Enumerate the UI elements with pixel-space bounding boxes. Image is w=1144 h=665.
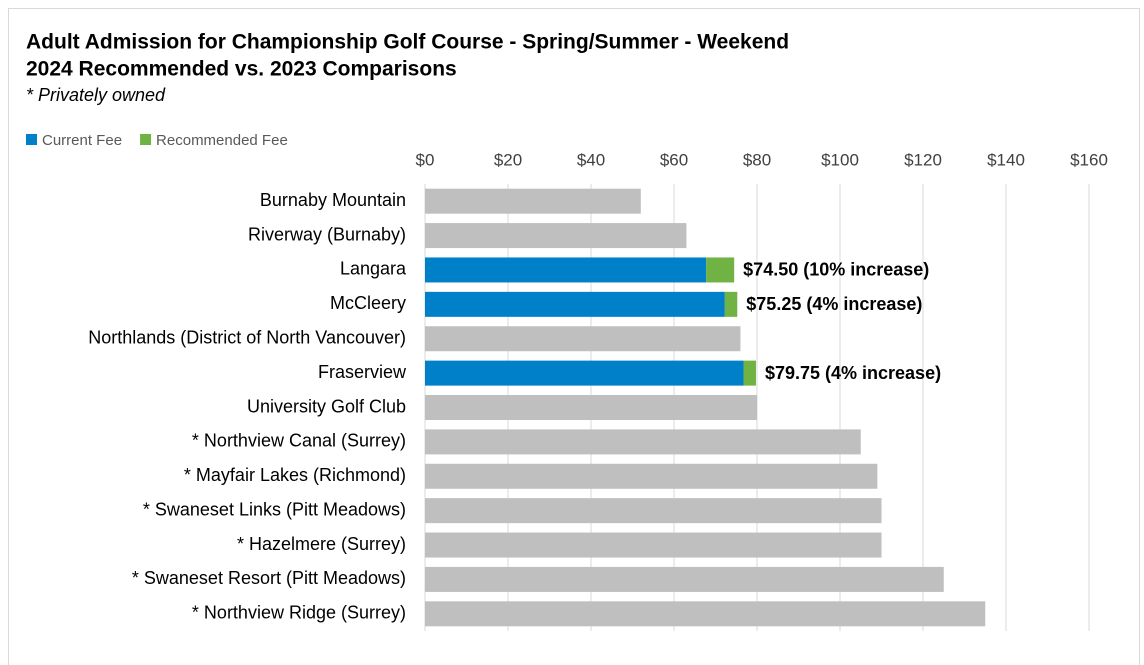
x-tick-label: $80 <box>743 150 771 169</box>
note: * Privately owned <box>26 85 166 105</box>
bar-segment <box>425 326 741 352</box>
y-tick-label: Northlands (District of North Vancouver) <box>88 327 406 347</box>
frame <box>8 8 1140 665</box>
y-tick-label: * Northview Ridge (Surrey) <box>192 603 406 623</box>
x-tick-label: $0 <box>416 150 435 169</box>
bar-segment <box>425 498 882 524</box>
y-tick-label: * Hazelmere (Surrey) <box>237 534 406 554</box>
x-tick-label: $100 <box>821 150 859 169</box>
x-tick-label: $140 <box>987 150 1025 169</box>
y-tick-label: * Northview Canal (Surrey) <box>192 431 406 451</box>
legend-swatch <box>26 134 37 145</box>
legend-label: Current Fee <box>42 132 122 149</box>
legend-swatch <box>140 134 152 145</box>
y-tick-label: Fraserview <box>318 362 407 382</box>
chart-title: Adult Admission for Championship Golf Co… <box>26 31 789 54</box>
legend-label: Recommended Fee <box>156 132 288 149</box>
x-tick-label: $60 <box>660 150 688 169</box>
bar-segment <box>425 566 944 592</box>
bar-segment <box>425 360 744 386</box>
x-tick-label: $40 <box>577 150 605 169</box>
bar-segment <box>425 257 707 283</box>
y-tick-label: * Mayfair Lakes (Richmond) <box>184 465 406 485</box>
y-tick-label: Riverway (Burnaby) <box>248 224 406 244</box>
bar-segment <box>425 291 725 317</box>
bar-segment <box>425 429 861 455</box>
y-tick-label: McCleery <box>330 293 406 313</box>
annotation: $79.75 (4% increase) <box>765 363 941 383</box>
y-tick-label: Langara <box>340 259 407 279</box>
bar-segment <box>706 257 735 283</box>
bar-segment <box>425 223 687 249</box>
annotation: $74.50 (10% increase) <box>743 260 929 280</box>
bar-segment <box>425 601 986 627</box>
x-tick-label: $20 <box>494 150 522 169</box>
y-tick-label: * Swaneset Links (Pitt Meadows) <box>143 499 406 519</box>
y-tick-label: * Swaneset Resort (Pitt Meadows) <box>132 568 406 588</box>
chart-subtitle: 2024 Recommended vs. 2023 Comparisons <box>26 58 457 81</box>
bar-segment <box>425 532 882 558</box>
bar-segment <box>743 360 756 386</box>
annotation: $75.25 (4% increase) <box>746 294 922 314</box>
bar-segment <box>425 395 757 420</box>
x-tick-label: $120 <box>904 150 942 169</box>
x-tick-label: $160 <box>1070 150 1108 169</box>
y-tick-label: University Golf Club <box>247 396 406 416</box>
bar-segment <box>425 188 641 214</box>
bar-segment <box>724 291 738 317</box>
y-tick-label: Burnaby Mountain <box>260 190 406 210</box>
bar-segment <box>425 463 878 489</box>
